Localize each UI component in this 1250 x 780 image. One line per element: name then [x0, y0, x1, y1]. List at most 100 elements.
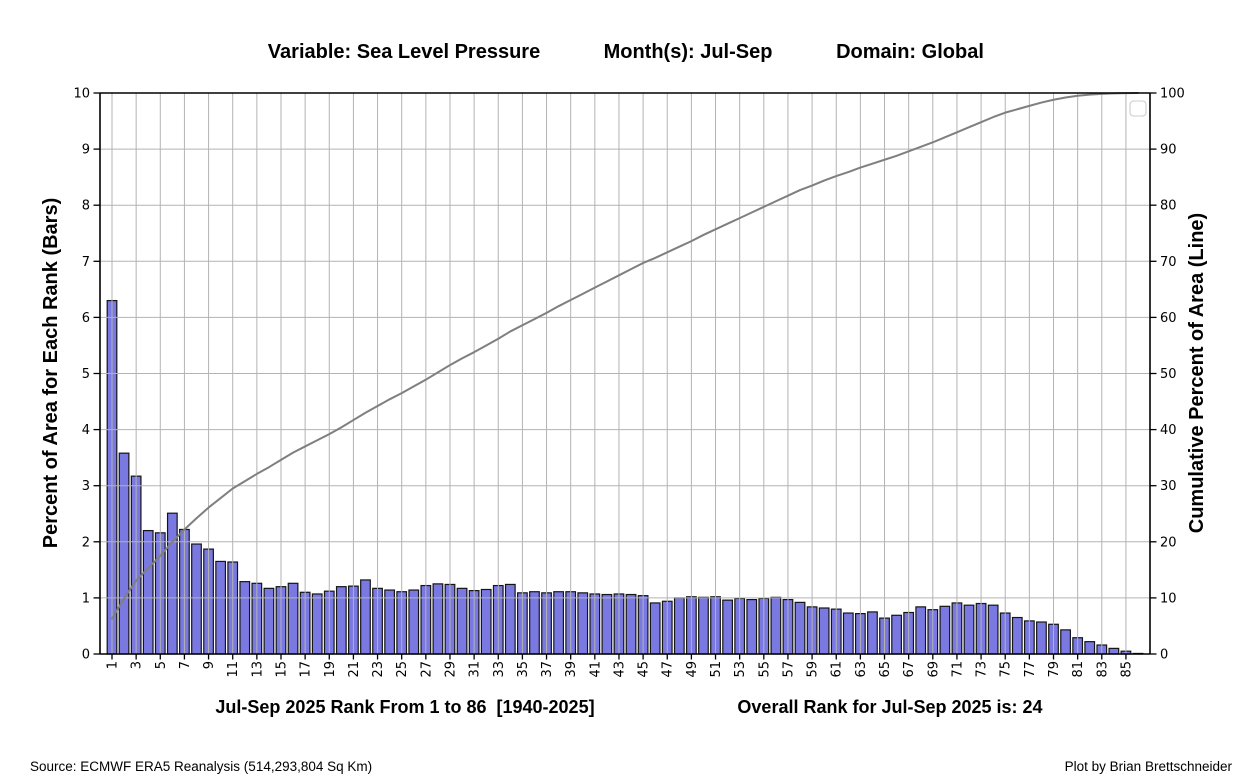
- svg-text:7: 7: [178, 661, 193, 669]
- bar: [746, 598, 758, 655]
- svg-text:63: 63: [854, 661, 869, 678]
- svg-text:79: 79: [1047, 661, 1062, 678]
- svg-text:10: 10: [73, 87, 90, 102]
- bar: [504, 583, 516, 655]
- bar: [939, 605, 951, 655]
- svg-text:19: 19: [323, 661, 338, 678]
- bar: [891, 614, 902, 655]
- bar: [529, 591, 540, 655]
- svg-text:75: 75: [999, 661, 1014, 678]
- svg-text:23: 23: [371, 661, 386, 678]
- title-variable: Variable: Sea Level Pressure: [268, 41, 540, 63]
- bar: [480, 588, 492, 655]
- svg-text:81: 81: [1071, 661, 1086, 678]
- bar: [1036, 621, 1047, 655]
- svg-text:47: 47: [661, 661, 676, 678]
- svg-text:10: 10: [1160, 591, 1177, 606]
- svg-text:0: 0: [82, 648, 90, 663]
- svg-text:20: 20: [1160, 535, 1177, 550]
- source-note: Source: ECMWF ERA5 Reanalysis (514,293,8…: [30, 759, 372, 774]
- cumulative-line: [111, 92, 1139, 620]
- bar: [191, 543, 202, 655]
- bar: [794, 601, 806, 655]
- bar: [649, 602, 661, 655]
- svg-text:43: 43: [613, 661, 628, 678]
- bar: [142, 529, 154, 655]
- axes: [93, 92, 1157, 660]
- bar: [335, 586, 347, 655]
- title-domain: Domain: Global: [836, 41, 984, 63]
- svg-text:73: 73: [975, 661, 990, 678]
- svg-text:29: 29: [444, 661, 459, 678]
- svg-text:3: 3: [130, 661, 145, 669]
- svg-text:59: 59: [806, 661, 821, 678]
- overall-rank-annotation: Overall Rank for Jul-Sep 2025 is: 24: [737, 697, 1042, 717]
- svg-text:27: 27: [419, 661, 434, 678]
- svg-text:2: 2: [82, 535, 90, 550]
- bar: [963, 604, 975, 655]
- credit-note: Plot by Brian Brettschneider: [1065, 759, 1233, 774]
- svg-text:1: 1: [106, 661, 121, 669]
- right-axis-label: Cumulative Percent of Area (Line): [1186, 213, 1208, 533]
- svg-text:21: 21: [347, 661, 362, 678]
- svg-text:13: 13: [250, 661, 265, 678]
- bar: [287, 582, 299, 655]
- bar: [432, 583, 444, 655]
- bars-layer: [106, 299, 1144, 655]
- svg-text:57: 57: [782, 661, 797, 678]
- svg-text:69: 69: [926, 661, 941, 678]
- svg-text:30: 30: [1160, 479, 1177, 494]
- bar: [166, 512, 178, 655]
- bar: [625, 593, 637, 655]
- svg-text:4: 4: [82, 423, 90, 438]
- left-axis-label: Percent of Area for Each Rank (Bars): [40, 198, 62, 548]
- svg-text:70: 70: [1160, 255, 1177, 270]
- svg-text:90: 90: [1160, 143, 1177, 158]
- bar: [408, 589, 420, 655]
- bar: [987, 604, 999, 655]
- bar: [1060, 629, 1071, 655]
- bar: [698, 596, 709, 655]
- bar: [553, 591, 565, 655]
- svg-text:1: 1: [82, 591, 90, 606]
- svg-text:9: 9: [202, 661, 217, 669]
- bar: [1108, 647, 1120, 655]
- svg-text:100: 100: [1160, 87, 1185, 102]
- bar: [770, 596, 782, 655]
- svg-text:3: 3: [82, 479, 90, 494]
- title-months: Month(s): Jul-Sep: [604, 41, 773, 63]
- svg-text:67: 67: [902, 661, 917, 678]
- svg-text:51: 51: [709, 661, 724, 678]
- bar: [867, 611, 878, 655]
- bar: [215, 560, 227, 655]
- svg-text:65: 65: [878, 661, 893, 678]
- svg-text:83: 83: [1095, 661, 1110, 678]
- svg-text:50: 50: [1160, 367, 1177, 382]
- svg-text:71: 71: [950, 661, 965, 678]
- svg-text:45: 45: [637, 661, 652, 678]
- svg-text:5: 5: [82, 367, 90, 382]
- svg-text:61: 61: [830, 661, 845, 678]
- svg-text:77: 77: [1023, 661, 1038, 678]
- bar: [1084, 641, 1096, 655]
- svg-text:11: 11: [226, 661, 241, 678]
- bar: [601, 593, 613, 655]
- bar: [1011, 616, 1023, 655]
- svg-text:15: 15: [275, 661, 290, 678]
- svg-text:31: 31: [468, 661, 483, 678]
- svg-text:60: 60: [1160, 311, 1177, 326]
- bar: [239, 581, 251, 655]
- bar: [818, 607, 830, 655]
- svg-text:55: 55: [757, 661, 772, 678]
- bar: [722, 599, 733, 655]
- svg-text:5: 5: [154, 661, 169, 669]
- svg-text:17: 17: [299, 661, 314, 678]
- bar: [384, 589, 396, 655]
- svg-text:41: 41: [588, 661, 603, 678]
- legend-box: [1129, 100, 1147, 117]
- gridlines: [100, 93, 1150, 654]
- svg-text:39: 39: [564, 661, 579, 678]
